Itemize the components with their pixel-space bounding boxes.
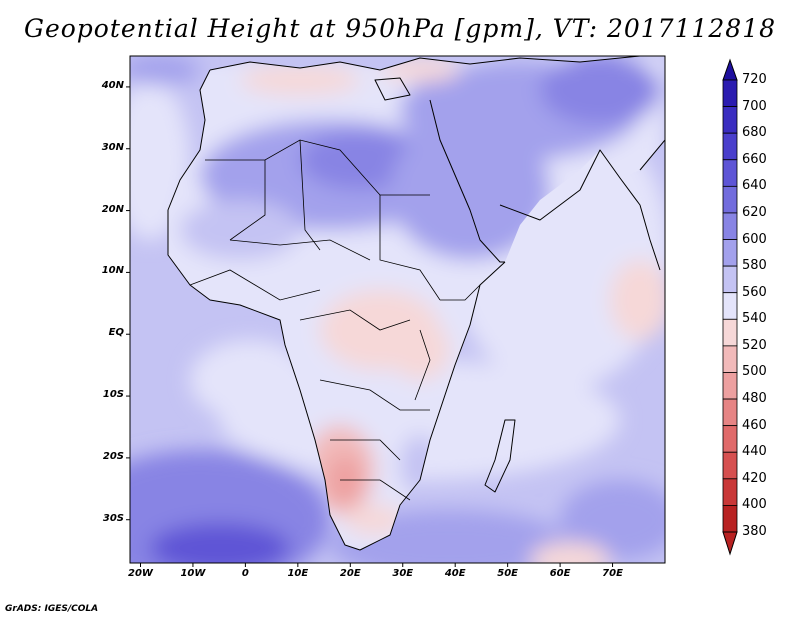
colorbar-label: 600 — [742, 231, 767, 247]
colorbar-label: 640 — [742, 178, 767, 194]
field-ocean-anomalies — [130, 56, 665, 563]
colorbar-bottom-arrow — [722, 531, 738, 556]
colorbar-segment — [722, 478, 738, 506]
lat-label: 40N — [101, 79, 124, 91]
colorbar-segment — [722, 318, 738, 347]
colorbar-segment — [722, 212, 738, 240]
colorbar-label: 680 — [742, 125, 767, 141]
lon-label: 20W — [128, 568, 153, 579]
colorbar-top-arrow — [722, 58, 738, 81]
colorbar-label: 440 — [742, 444, 767, 460]
colorbar-label: 580 — [742, 258, 767, 274]
lon-label: 30E — [392, 568, 414, 579]
colorbar-segment — [722, 451, 738, 480]
colorbar — [722, 58, 738, 556]
colorbar-label: 560 — [742, 284, 767, 300]
colorbar-segment — [722, 425, 738, 453]
map-title: Geopotential Height at 950hPa [gpm], VT:… — [23, 14, 777, 43]
colorbar-label: 460 — [742, 417, 767, 433]
map-frame — [129, 55, 666, 564]
colorbar-segment — [722, 106, 738, 134]
colorbar-label: 380 — [742, 524, 767, 539]
lon-label: 50E — [497, 568, 519, 579]
colorbar-segment — [722, 398, 738, 427]
colorbar-segment — [722, 239, 738, 267]
lon-label: 60E — [549, 568, 571, 579]
lat-label: 20S — [102, 450, 124, 462]
lon-label: 70E — [602, 568, 623, 579]
lat-label: 10N — [101, 265, 124, 277]
colorbar-label: 720 — [742, 72, 767, 87]
colorbar-label: 660 — [742, 151, 767, 167]
coastlines — [167, 56, 665, 551]
lon-label: 0 — [241, 568, 249, 579]
lat-label: EQ — [108, 327, 124, 339]
colorbar-segment — [722, 79, 738, 107]
colorbar-label: 520 — [742, 337, 767, 353]
credit-text: GrADS: IGES/COLA — [5, 604, 99, 614]
colorbar-segment — [722, 185, 738, 214]
lat-label: 20N — [101, 203, 124, 215]
country-borders — [189, 139, 481, 501]
lon-label: 20E — [339, 568, 361, 579]
lon-label: 40E — [444, 568, 466, 579]
colorbar-segment — [722, 132, 738, 161]
colorbar-segment — [722, 292, 738, 320]
colorbar-segment — [722, 159, 738, 187]
colorbar-label: 700 — [742, 98, 767, 114]
colorbar-segment — [722, 372, 738, 400]
colorbar-segment — [722, 265, 738, 294]
axis-ticks — [126, 86, 614, 567]
lat-label: 30S — [102, 512, 124, 524]
lat-label: 10S — [102, 389, 124, 401]
colorbar-label: 480 — [742, 391, 767, 407]
colorbar-label: 420 — [742, 470, 767, 486]
lon-label: 10E — [287, 568, 309, 579]
colorbar-segment — [722, 345, 738, 373]
colorbar-label: 620 — [742, 204, 767, 220]
colorbar-segment — [722, 505, 738, 533]
colorbar-label: 500 — [742, 364, 767, 380]
colorbar-label: 540 — [742, 311, 767, 327]
lon-label: 10W — [180, 568, 206, 579]
lat-label: 30N — [101, 141, 124, 153]
colorbar-label: 400 — [742, 497, 767, 513]
